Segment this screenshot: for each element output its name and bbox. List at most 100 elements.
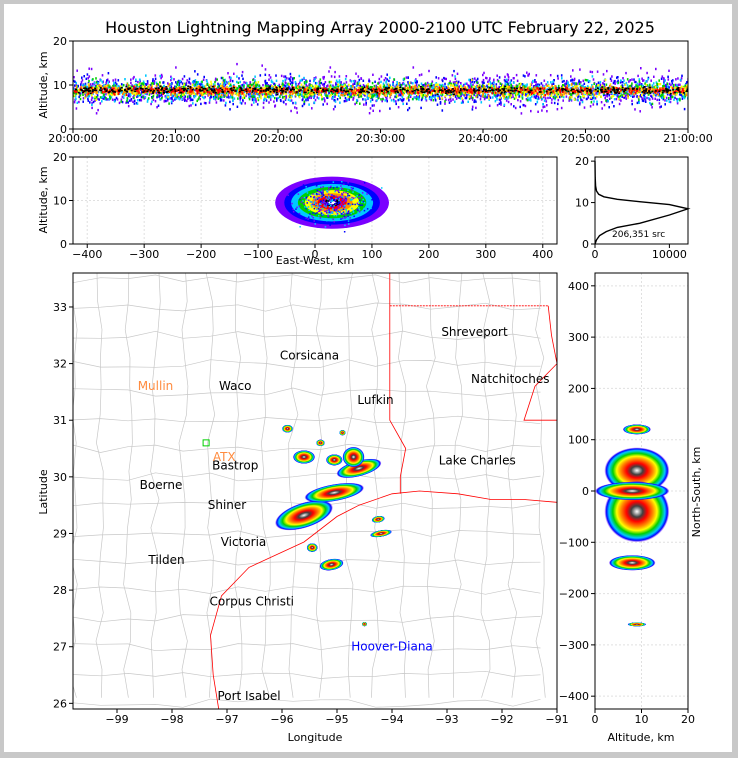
altitude-time-point — [681, 74, 683, 77]
altitude-time-point — [306, 95, 308, 99]
altitude-time-point — [650, 95, 653, 98]
altitude-time-point — [363, 88, 366, 91]
altitude-time-point — [115, 83, 118, 86]
altitude-time-point — [362, 84, 365, 87]
altitude-time-point — [474, 91, 477, 95]
altitude-time-point — [494, 100, 497, 103]
altitude-time-point — [647, 76, 650, 80]
altitude-time-point — [115, 86, 117, 90]
altitude-time-point — [637, 74, 639, 78]
altitude-time-point — [200, 92, 202, 95]
altitude-time-point — [300, 79, 303, 82]
altitude-time-point — [74, 95, 77, 98]
altitude-time-point — [122, 92, 124, 96]
altitude-time-point — [529, 93, 532, 96]
altitude-time-point — [130, 98, 133, 101]
altitude-time-point — [128, 99, 131, 102]
altitude-time-point — [174, 96, 176, 100]
altitude-time-point — [239, 93, 242, 96]
altitude-time-point — [569, 96, 571, 99]
altitude-time-point — [396, 81, 398, 84]
altitude-time-point — [234, 91, 237, 95]
altitude-time-point — [203, 75, 205, 79]
altitude-time-point — [219, 99, 222, 102]
altitude-time-point — [358, 94, 361, 97]
altitude-time-point — [484, 95, 486, 98]
altitude-time-point — [632, 95, 634, 98]
altitude-time-point — [658, 79, 660, 82]
altitude-time-point — [192, 102, 194, 105]
altitude-time-point — [592, 89, 594, 93]
altitude-time-point — [420, 91, 422, 94]
altitude-time-point — [659, 95, 662, 98]
altitude-time-point — [382, 85, 385, 88]
altitude-time-point — [103, 97, 105, 100]
altitude-time-point — [131, 87, 133, 90]
altitude-time-point — [531, 95, 533, 98]
altitude-time-point — [684, 94, 687, 97]
altitude-time-point — [175, 81, 177, 84]
altitude-time-point — [482, 78, 485, 82]
altitude-time-point — [245, 94, 247, 98]
altitude-time-point — [280, 74, 283, 78]
altitude-time-point — [161, 97, 163, 100]
altitude-time-point — [90, 98, 93, 102]
altitude-time-point — [583, 82, 586, 85]
altitude-time-point — [508, 88, 511, 91]
altitude-time-point — [541, 84, 544, 87]
altitude-time-point — [597, 84, 600, 87]
altitude-time-point — [83, 75, 85, 78]
altitude-time-point — [107, 81, 109, 84]
altitude-time-point — [617, 76, 619, 79]
altitude-time-point — [643, 94, 646, 98]
altitude-time-point — [206, 88, 208, 91]
altitude-time-point — [250, 92, 253, 96]
altitude-time-point — [658, 102, 661, 105]
altitude-time-point — [238, 94, 240, 97]
altitude-time-point — [150, 92, 153, 95]
altitude-time-point — [295, 86, 298, 89]
altitude-time-point — [395, 100, 397, 103]
altitude-time-point — [487, 80, 489, 83]
altitude-time-point — [482, 73, 484, 77]
altitude-time-point — [488, 104, 491, 107]
altitude-time-point — [452, 81, 455, 84]
altitude-time-point — [638, 98, 640, 101]
altitude-time-point — [159, 81, 161, 85]
altitude-time-point — [673, 83, 675, 87]
altitude-time-point — [499, 99, 502, 102]
altitude-time-point — [508, 90, 510, 94]
altitude-time-point — [393, 100, 395, 103]
altitude-time-point — [187, 97, 189, 100]
altitude-time-point — [674, 96, 676, 99]
altitude-time-point — [81, 76, 83, 79]
altitude-time-point — [314, 81, 317, 85]
altitude-time-point — [166, 92, 168, 95]
altitude-time-point — [636, 91, 639, 95]
altitude-time-point — [136, 92, 138, 95]
altitude-time-point — [303, 82, 306, 85]
altitude-time-point — [494, 85, 497, 88]
altitude-time-point — [380, 87, 382, 90]
altitude-time-point — [396, 94, 399, 98]
altitude-time-point — [578, 103, 581, 106]
altitude-time-point — [522, 83, 525, 86]
altitude-time-point — [463, 91, 465, 95]
altitude-time-point — [177, 79, 180, 83]
altitude-time-point — [290, 81, 293, 84]
altitude-time-point — [443, 76, 445, 80]
altitude-time-point — [437, 95, 440, 98]
altitude-time-point — [363, 91, 365, 95]
altitude-time-point — [303, 95, 306, 99]
altitude-time-point — [387, 91, 390, 95]
altitude-time-point — [469, 85, 471, 89]
altitude-time-point — [671, 82, 674, 85]
altitude-time-point — [107, 86, 109, 89]
altitude-time-point — [88, 75, 91, 78]
altitude-time-point — [99, 96, 102, 99]
altitude-time-point — [289, 87, 291, 90]
altitude-time-point — [329, 66, 332, 69]
altitude-time-point — [290, 75, 292, 79]
altitude-time-point — [268, 101, 270, 104]
altitude-time-point — [544, 97, 547, 100]
